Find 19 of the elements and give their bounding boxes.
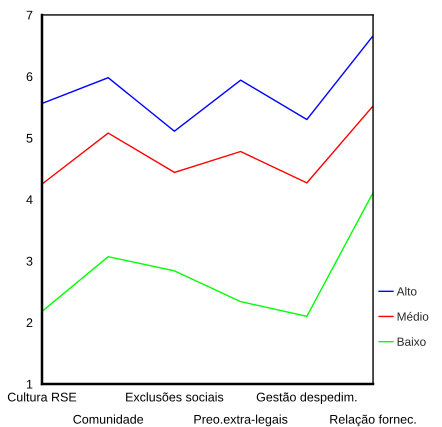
- x-tick-label: Cultura RSE: [8, 392, 76, 402]
- y-tick-label: 4: [26, 195, 33, 204]
- x-tick-label: Gestão despedim.: [256, 392, 356, 404]
- legend-label: Baixo: [398, 337, 426, 346]
- legend-label: Médio: [398, 312, 428, 321]
- y-tick-label: 7: [26, 10, 32, 20]
- x-tick-label: Comunidade: [73, 414, 144, 424]
- line-series: [42, 35, 374, 132]
- line-series: [42, 105, 374, 185]
- y-tick-label: 3: [26, 256, 32, 266]
- y-tick-label: 1: [26, 380, 32, 389]
- x-tick-label: Preo.extra-legais: [194, 414, 288, 426]
- y-tick-label: 5: [26, 134, 32, 143]
- x-tick-label: Exclusões sociais: [126, 392, 224, 402]
- y-tick-label: 6: [26, 72, 32, 82]
- line-series: [42, 192, 374, 318]
- legend-label: Alto: [396, 286, 417, 296]
- y-tick-label: 2: [26, 318, 32, 328]
- x-tick-label: Relação fornec.: [330, 414, 416, 426]
